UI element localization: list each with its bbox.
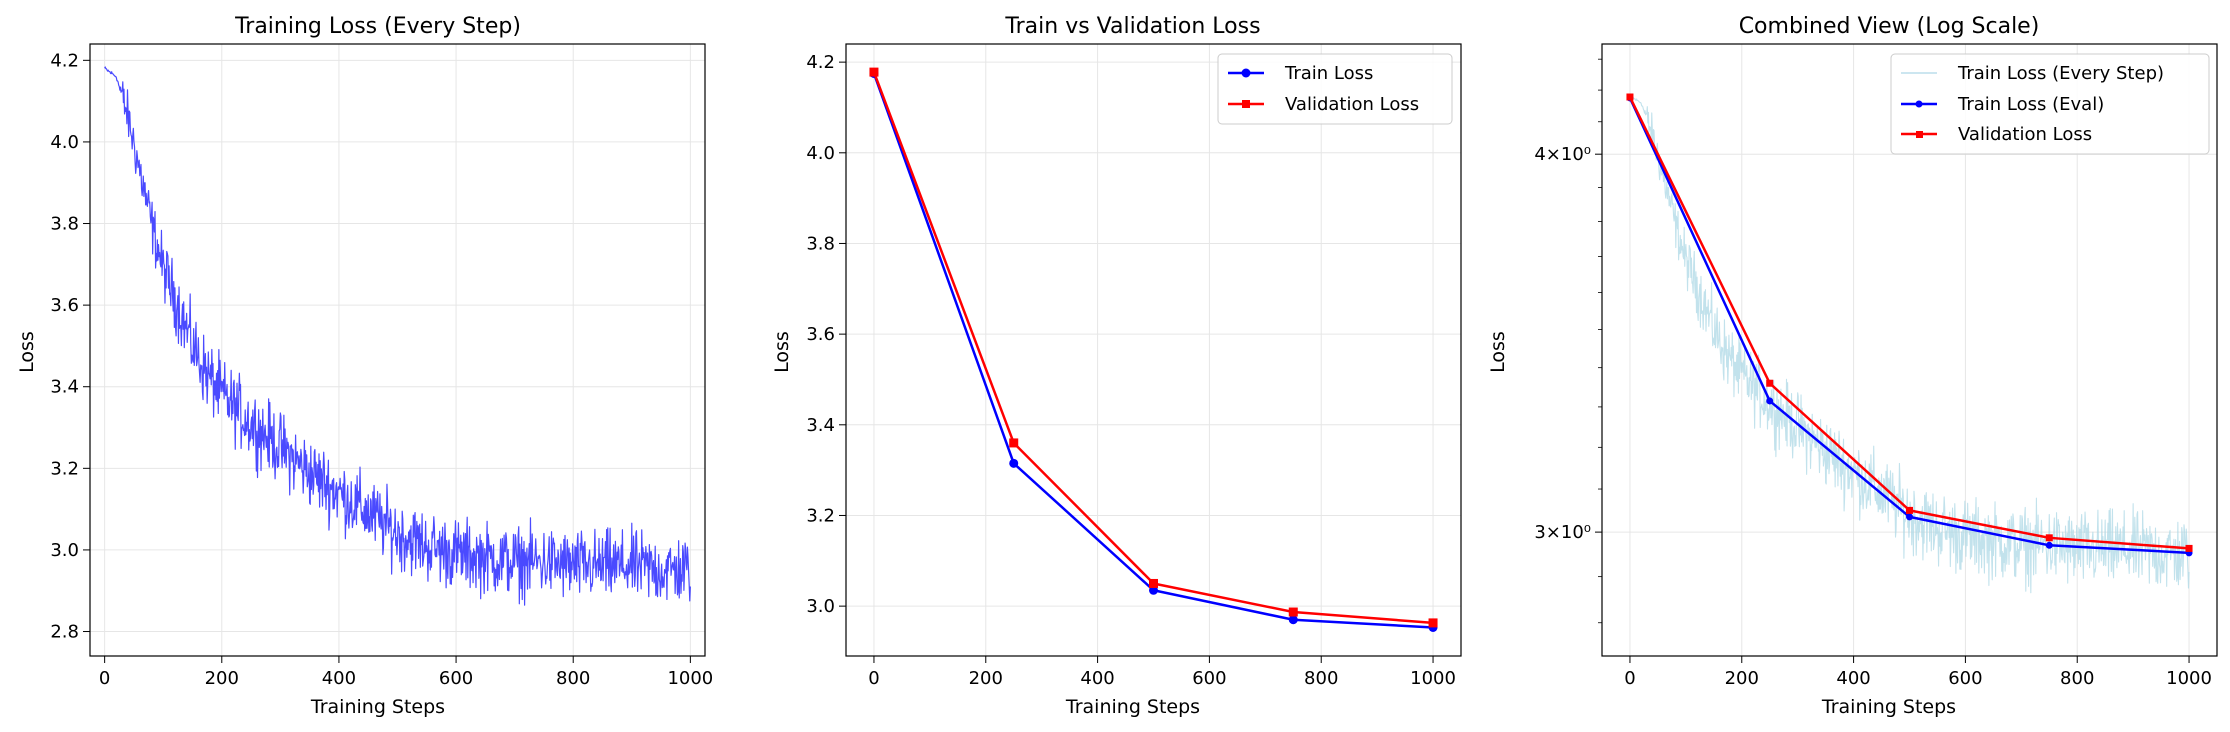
panel1-grid (90, 44, 705, 656)
panel1-ytick-label: 3.4 (50, 377, 79, 398)
panel2-xticks: 0 200 400 600 800 1000 (868, 656, 1456, 689)
panel1-ytick-label: 3.6 (50, 295, 79, 316)
panel2-validation-loss-point (869, 67, 879, 77)
panel1-ytick-label: 2.8 (50, 622, 79, 643)
panel1-ytick-label: 4.0 (50, 132, 79, 153)
panel2-ytick-label: 3.2 (806, 505, 835, 526)
panel3-title: Combined View (Log Scale) (1739, 14, 2040, 39)
panel3-legend-train-marker (1915, 100, 1923, 108)
panel2-xtick-label: 0 (868, 668, 879, 689)
panel2-train-loss-point (1149, 585, 1158, 595)
panel2-ytick-label: 4.2 (806, 52, 835, 73)
panel3-validation-loss-point (1906, 506, 1913, 514)
panel1-ytick-label: 3.8 (50, 214, 79, 235)
panel3-legend-train-label: Train Loss (Eval) (1957, 94, 2104, 115)
panel3-xtick-label: 0 (1624, 668, 1635, 689)
panel3-ylabel: Loss (1487, 331, 1509, 373)
panel3-xtick-label: 200 (1725, 668, 1759, 689)
panel2-legend-val-label: Validation Loss (1285, 94, 1419, 115)
panel-combined-log: Combined View (Log Scale) Training Steps… (1487, 14, 2218, 718)
panel2-legend-val-marker (1242, 100, 1250, 108)
panel3-xlabel: Training Steps (1821, 696, 1956, 718)
panel3-frame (1601, 43, 2218, 657)
panel2-plot-area (869, 67, 1438, 632)
panel2-xlabel: Training Steps (1065, 696, 1200, 718)
panel3-xtick-label: 600 (1948, 668, 1982, 689)
panel1-xticks: 0 200 400 600 800 1000 (99, 656, 713, 689)
panel1-xtick-label: 1000 (667, 668, 713, 689)
panel1-xtick-label: 600 (439, 668, 473, 689)
panel2-train-loss-point (1288, 615, 1298, 625)
panel2-validation-loss-line (872, 71, 1434, 625)
panel3-train-loss-eval-line (1628, 97, 2190, 555)
panel2-ytick-label: 3.6 (806, 324, 835, 345)
panel3-xticks: 0 200 400 600 800 1000 (1624, 656, 2212, 689)
panel1-every-step-line (104, 66, 691, 606)
panel3-legend-val-marker (1916, 131, 1923, 138)
panel2-xtick-label: 1000 (1410, 668, 1456, 689)
panel1-xtick-label: 0 (99, 668, 110, 689)
panel1-yticks: 2.8 3.0 3.2 3.4 3.6 3.8 4.0 4.2 (50, 50, 90, 643)
panel3-validation-loss-line (1628, 96, 2190, 550)
panel1-xtick-label: 400 (322, 668, 356, 689)
panel3-legend-box (1890, 53, 2210, 155)
panel2-grid (846, 44, 1461, 656)
panel1-xtick-label: 800 (556, 668, 590, 689)
panel1-ytick-label: 3.0 (50, 540, 79, 561)
panel2-ytick-label: 3.0 (806, 596, 835, 617)
panel1-frame (89, 43, 706, 657)
panel2-ylabel: Loss (771, 331, 793, 373)
panel2-title: Train vs Validation Loss (1004, 14, 1260, 39)
panel2-xtick-label: 600 (1192, 668, 1226, 689)
panel3-train-loss-eval-point (1906, 513, 1913, 521)
panel3-ytick-label: 4×10⁰ (1534, 144, 1591, 165)
panel2-legend-box (1217, 53, 1453, 125)
panel-training-loss: Training Loss (Every Step) Training Step… (16, 14, 713, 718)
panel2-xtick-label: 200 (969, 668, 1003, 689)
panel2-ytick-label: 4.0 (806, 143, 835, 164)
panel1-xlabel: Training Steps (310, 696, 445, 718)
panel3-legend: Train Loss (Every Step) Train Loss (Eval… (1890, 53, 2210, 155)
panel3-yticks: 3×10⁰ 4×10⁰ (1534, 58, 1602, 624)
panel2-ytick-label: 3.8 (806, 233, 835, 254)
panel1-ylabel: Loss (16, 331, 38, 373)
panel3-validation-loss-point (2185, 544, 2193, 552)
panel1-plot-area (104, 66, 691, 606)
panel2-legend-train-marker (1241, 68, 1251, 78)
panel2-train-loss-point (1009, 458, 1019, 468)
panel3-validation-loss-point (1766, 379, 1774, 387)
panel2-legend: Train Loss Validation Loss (1217, 53, 1453, 125)
panel3-validation-loss-point (1626, 93, 1634, 101)
panel3-xtick-label: 1000 (2166, 668, 2212, 689)
panel1-title: Training Loss (Every Step) (234, 14, 521, 39)
panel2-train-loss-line (872, 73, 1434, 629)
panel2-validation-loss-point (1428, 618, 1438, 628)
panel3-train-loss-eval-point (2045, 541, 2053, 549)
panel2-yticks: 3.0 3.2 3.4 3.6 3.8 4.0 4.2 (806, 52, 846, 617)
panel3-plot-area (1626, 93, 2193, 594)
panel3-legend-val-label: Validation Loss (1958, 124, 2092, 145)
panel2-validation-loss-point (1009, 438, 1019, 448)
panel3-xtick-label: 400 (1836, 668, 1870, 689)
panel3-train-loss-eval-point (1766, 397, 1774, 405)
panel3-validation-loss-point (2045, 534, 2053, 542)
panel3-xtick-label: 800 (2060, 668, 2094, 689)
panel1-xtick-label: 200 (205, 668, 239, 689)
panel2-xtick-label: 800 (1304, 668, 1338, 689)
panel2-ytick-label: 3.4 (806, 415, 835, 436)
panel3-legend-everystep-label: Train Loss (Every Step) (1957, 63, 2164, 84)
panel3-every-step-line (1629, 94, 2190, 594)
panel2-validation-loss-point (1288, 607, 1298, 617)
panel1-ytick-label: 4.2 (50, 50, 79, 71)
panel2-validation-loss-point (1149, 578, 1158, 588)
panel1-ytick-label: 3.2 (50, 458, 79, 479)
panel2-frame (845, 43, 1462, 657)
panel-train-vs-validation: Train vs Validation Loss Training Steps … (771, 14, 1462, 718)
panel2-xtick-label: 400 (1080, 668, 1114, 689)
panel2-legend-train-label: Train Loss (1284, 63, 1373, 84)
panel3-ytick-label: 3×10⁰ (1534, 522, 1591, 543)
